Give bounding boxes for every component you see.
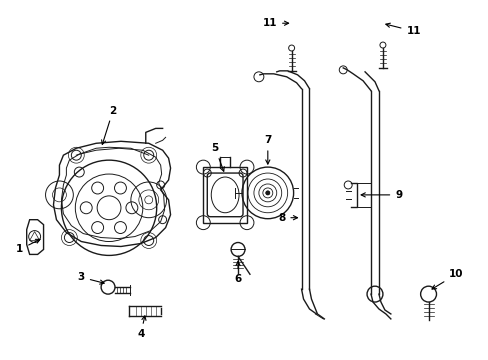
Text: 8: 8 (278, 213, 297, 223)
Text: 4: 4 (137, 316, 146, 339)
Text: 11: 11 (385, 23, 420, 36)
Text: 7: 7 (264, 135, 271, 164)
Text: 11: 11 (262, 18, 288, 28)
Text: 9: 9 (361, 190, 402, 200)
Text: 5: 5 (211, 143, 224, 171)
Text: 10: 10 (431, 269, 463, 289)
Text: 2: 2 (102, 105, 117, 144)
Text: 1: 1 (16, 239, 40, 255)
Text: 6: 6 (234, 261, 241, 284)
Circle shape (266, 192, 269, 194)
Text: 3: 3 (78, 272, 104, 284)
